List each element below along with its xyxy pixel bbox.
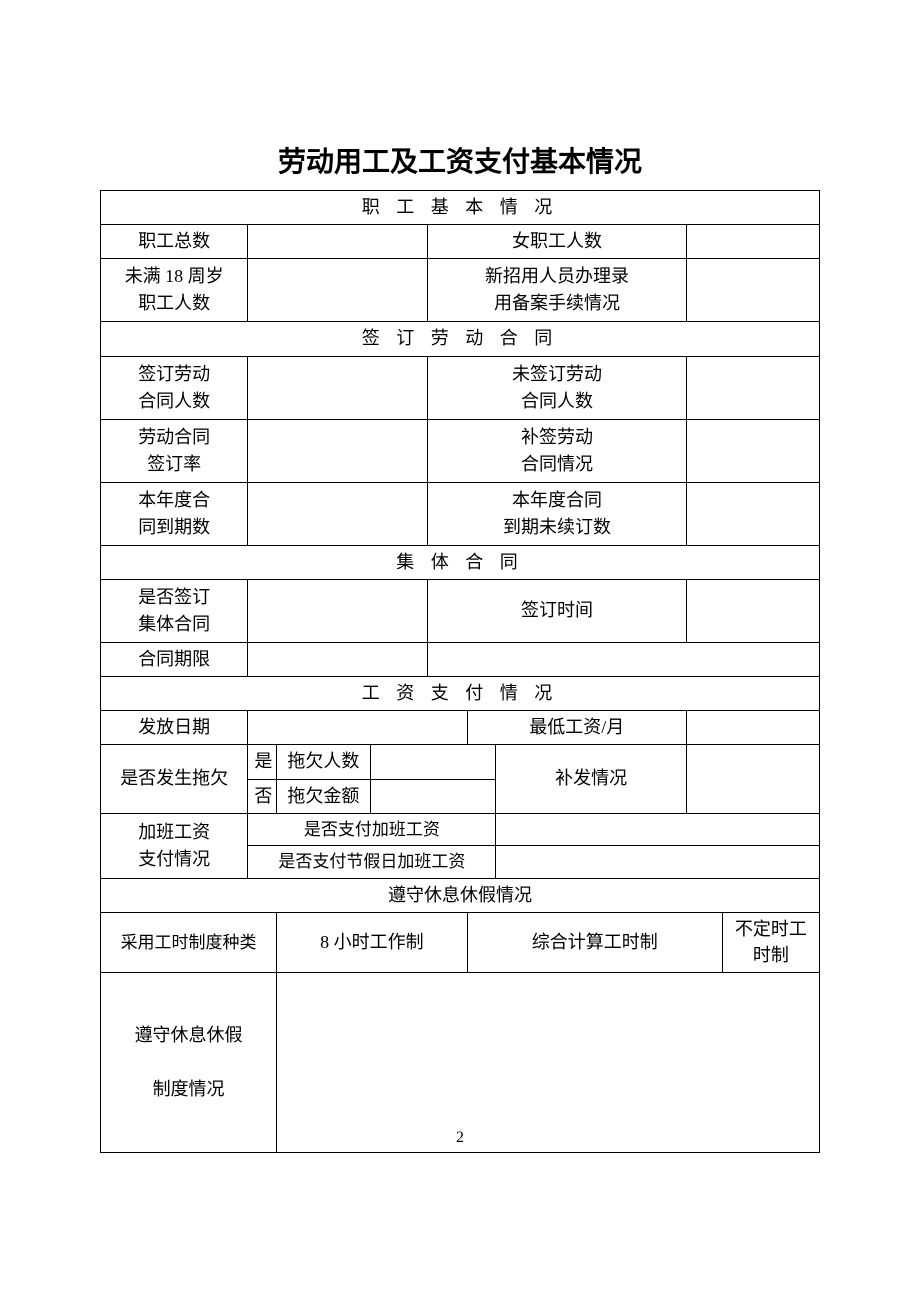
label-under18: 未满 18 周岁 职工人数 (101, 259, 248, 322)
label-compliance-line1: 遵守休息休假 (135, 1025, 243, 1045)
label-contract-rate: 劳动合同 签订率 (101, 419, 248, 482)
value-collective-signed (248, 579, 428, 642)
value-new-hire (686, 259, 819, 322)
label-supplement-line2: 合同情况 (521, 454, 593, 474)
label-overtime-pay: 是否支付加班工资 (248, 813, 496, 846)
label-sign-date: 签订时间 (428, 579, 687, 642)
value-collective-extra (428, 642, 820, 676)
label-collective-signed-line1: 是否签订 (138, 587, 210, 607)
page-number: 2 (0, 1129, 920, 1147)
form-table: 职 工 基 本 情 况 职工总数 女职工人数 未满 18 周岁 职工人数 新招用… (100, 190, 820, 1153)
label-signed-line2: 合同人数 (138, 391, 210, 411)
label-under18-line2: 职工人数 (138, 293, 210, 313)
value-pay-date (248, 711, 467, 745)
label-unsigned-line2: 合同人数 (521, 391, 593, 411)
value-unsigned-contract (686, 356, 819, 419)
value-under18 (248, 259, 428, 322)
label-compliance-line2: 制度情况 (153, 1079, 225, 1099)
value-contract-term (248, 642, 428, 676)
label-holiday-pay: 是否支付节假日加班工资 (248, 846, 496, 879)
section-header-basic: 职 工 基 本 情 况 (101, 191, 820, 225)
section-header-contract: 签 订 劳 动 合 同 (101, 322, 820, 356)
value-arrears-amount (370, 779, 496, 813)
label-rate-line2: 签订率 (147, 454, 201, 474)
value-supplement (686, 419, 819, 482)
value-compliance (277, 972, 820, 1152)
label-unsigned-line1: 未签订劳动 (512, 364, 602, 384)
value-unrenewed (686, 482, 819, 545)
label-unrenewed-line2: 到期未续订数 (503, 517, 611, 537)
label-reissue: 补发情况 (496, 745, 687, 813)
label-new-hire: 新招用人员办理录 用备案手续情况 (428, 259, 687, 322)
section-header-collective: 集 体 合 同 (101, 545, 820, 579)
value-arrears-count (370, 745, 496, 779)
label-under18-line1: 未满 18 周岁 (125, 266, 224, 286)
label-eight-hour: 8 小时工作制 (277, 913, 468, 972)
value-holiday-pay (496, 846, 820, 879)
label-overtime-line1: 加班工资 (138, 822, 210, 842)
value-female-employees (686, 225, 819, 259)
label-min-wage: 最低工资/月 (467, 711, 686, 745)
label-collective-signed-line2: 集体合同 (138, 614, 210, 634)
value-total-employees (248, 225, 428, 259)
label-arrears: 是否发生拖欠 (101, 745, 248, 813)
label-unrenewed-line1: 本年度合同 (512, 490, 602, 510)
label-yes: 是 (248, 745, 277, 779)
label-new-hire-line1: 新招用人员办理录 (485, 266, 629, 286)
label-arrears-amount: 拖欠金额 (277, 779, 370, 813)
label-supplement: 补签劳动 合同情况 (428, 419, 687, 482)
label-signed-line1: 签订劳动 (138, 364, 210, 384)
label-expire-line2: 同到期数 (138, 517, 210, 537)
value-min-wage (686, 711, 819, 745)
label-female-employees: 女职工人数 (428, 225, 687, 259)
label-compliance: 遵守休息休假 制度情况 (101, 972, 277, 1152)
value-signed-contract (248, 356, 428, 419)
label-worktime-type: 采用工时制度种类 (101, 913, 277, 972)
value-contract-rate (248, 419, 428, 482)
label-contract-term: 合同期限 (101, 642, 248, 676)
label-overtime: 加班工资 支付情况 (101, 813, 248, 879)
label-pay-date: 发放日期 (101, 711, 248, 745)
value-expire (248, 482, 428, 545)
label-rate-line1: 劳动合同 (138, 427, 210, 447)
label-unsigned-contract: 未签订劳动 合同人数 (428, 356, 687, 419)
section-header-wage: 工 资 支 付 情 况 (101, 676, 820, 710)
label-expire: 本年度合 同到期数 (101, 482, 248, 545)
label-expire-line1: 本年度合 (138, 490, 210, 510)
section-header-rest: 遵守休息休假情况 (101, 879, 820, 913)
label-comprehensive: 综合计算工时制 (467, 913, 722, 972)
label-overtime-line2: 支付情况 (138, 849, 210, 869)
label-arrears-count: 拖欠人数 (277, 745, 370, 779)
label-new-hire-line2: 用备案手续情况 (494, 293, 620, 313)
value-overtime-pay (496, 813, 820, 846)
label-signed-contract: 签订劳动 合同人数 (101, 356, 248, 419)
value-sign-date (686, 579, 819, 642)
label-collective-signed: 是否签订 集体合同 (101, 579, 248, 642)
label-unrenewed: 本年度合同 到期未续订数 (428, 482, 687, 545)
label-supplement-line1: 补签劳动 (521, 427, 593, 447)
page-title: 劳动用工及工资支付基本情况 (100, 140, 820, 180)
label-total-employees: 职工总数 (101, 225, 248, 259)
value-reissue (686, 745, 819, 813)
label-no: 否 (248, 779, 277, 813)
label-irregular: 不定时工时制 (722, 913, 819, 972)
